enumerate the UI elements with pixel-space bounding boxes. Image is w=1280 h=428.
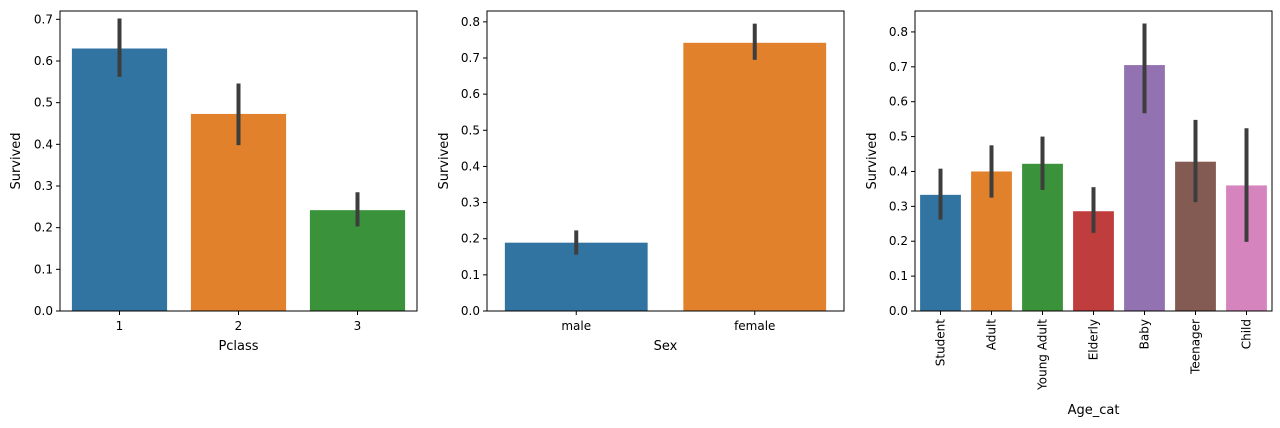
x-tick-label: female [734,319,775,333]
x-tick-label: Adult [985,319,999,351]
x-tick-label: Baby [1138,319,1152,349]
y-tick-label: 0.6 [461,87,480,101]
y-axis-label: Survived [865,132,880,189]
x-axis-label: Pclass [218,339,258,354]
x-tick-label: Student [934,319,948,367]
x-tick-label: 2 [235,319,243,333]
y-tick-label: 0.2 [461,232,480,246]
x-axis-label: Sex [654,339,678,354]
y-tick-label: 0.7 [461,51,480,65]
y-axis-label: Survived [437,132,452,189]
x-tick-label: Young Adult [1036,319,1050,391]
y-tick-label: 0.5 [889,130,908,144]
y-tick-label: 0.0 [889,304,908,318]
y-tick-label: 0.3 [34,179,53,193]
y-tick-label: 0.8 [461,15,480,29]
y-tick-label: 0.1 [889,269,908,283]
y-tick-label: 0.4 [34,137,53,151]
y-tick-label: 0.2 [889,234,908,248]
y-tick-label: 0.6 [34,54,53,68]
chart-pclass-survival: 0.0 0.1 0.2 0.3 0.4 0.5 0.6 0.7 1 2 3 Pclass Survive… [9,10,418,354]
y-tick-label: 0.4 [461,159,480,173]
x-tick-label: 1 [116,319,124,333]
x-tick-label: 3 [354,319,362,333]
y-tick-label: 0.3 [889,199,908,213]
x-tick-label: Child [1240,319,1254,349]
y-tick-label: 0.6 [889,95,908,109]
chart-sex-survival: 0.0 0.1 0.2 0.3 0.4 0.5 0.6 0.7 0.8 male female Sex… [437,10,845,354]
y-tick-label: 0.0 [461,304,480,318]
bar-3 [309,210,406,311]
chart-age-cat-survival: 0.0 0.1 0.2 0.3 0.4 0.5 0.6 0.7 0.8 Student Adult Y… [865,10,1273,418]
y-tick-label: 0.0 [34,304,53,318]
y-tick-label: 0.8 [889,25,908,39]
x-tick-label: male [561,319,591,333]
bar-2 [190,113,287,312]
y-tick-label: 0.1 [34,262,53,276]
bar-female [683,42,827,312]
y-tick-label: 0.3 [461,196,480,210]
x-tick-label: Elderly [1087,319,1101,360]
y-tick-label: 0.5 [34,96,53,110]
y-tick-label: 0.2 [34,221,53,235]
y-tick-label: 0.5 [461,123,480,137]
y-tick-label: 0.7 [889,60,908,74]
y-tick-label: 0.4 [889,164,908,178]
y-tick-label: 0.7 [34,12,53,26]
axes-frame [486,10,845,312]
x-axis-label: Age_cat [1068,403,1120,418]
x-tick-label: Teenager [1189,319,1203,375]
y-axis-label: Survived [9,132,24,189]
bar-1 [71,48,168,311]
y-tick-label: 0.1 [461,268,480,282]
